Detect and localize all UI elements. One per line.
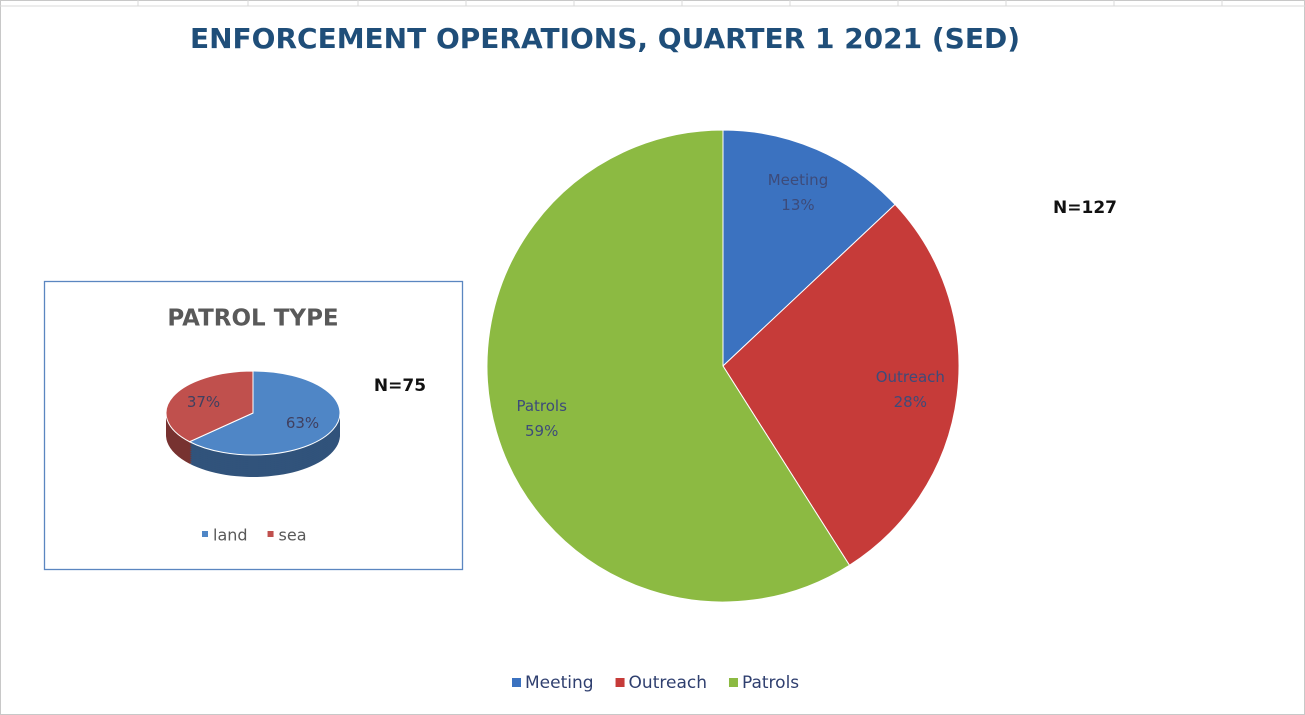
legend-swatch — [615, 678, 625, 687]
legend-swatch — [267, 531, 274, 537]
legend-label: land — [213, 526, 248, 545]
legend-label: Outreach — [629, 673, 707, 693]
legend-swatch — [728, 678, 738, 687]
annotation: N=75 — [374, 376, 426, 396]
legend-label: sea — [279, 526, 307, 545]
data-label: 59% — [525, 422, 558, 440]
data-label-name: Outreach — [876, 368, 945, 386]
legend-swatch — [202, 531, 208, 537]
slice — [486, 129, 851, 603]
legend-label: Meeting — [525, 673, 594, 693]
slice — [165, 370, 254, 443]
slice — [188, 370, 341, 456]
data-label-name: Meeting — [768, 171, 828, 189]
data-label-name: Patrols — [516, 397, 567, 415]
data-label: 13% — [781, 196, 814, 214]
legend-label: Patrols — [742, 673, 799, 693]
chart-title: ENFORCEMENT OPERATIONS, QUARTER 1 2021 (… — [190, 22, 1020, 55]
inset-title: PATROL TYPE — [167, 306, 338, 332]
data-label: 63% — [286, 414, 319, 432]
data-label: 37% — [187, 393, 220, 411]
data-label: 28% — [894, 393, 927, 411]
slice — [722, 203, 960, 566]
sheet-grid — [0, 0, 1305, 7]
annotation: N=127 — [1053, 198, 1117, 218]
slice — [722, 129, 896, 368]
legend-swatch — [512, 678, 521, 687]
